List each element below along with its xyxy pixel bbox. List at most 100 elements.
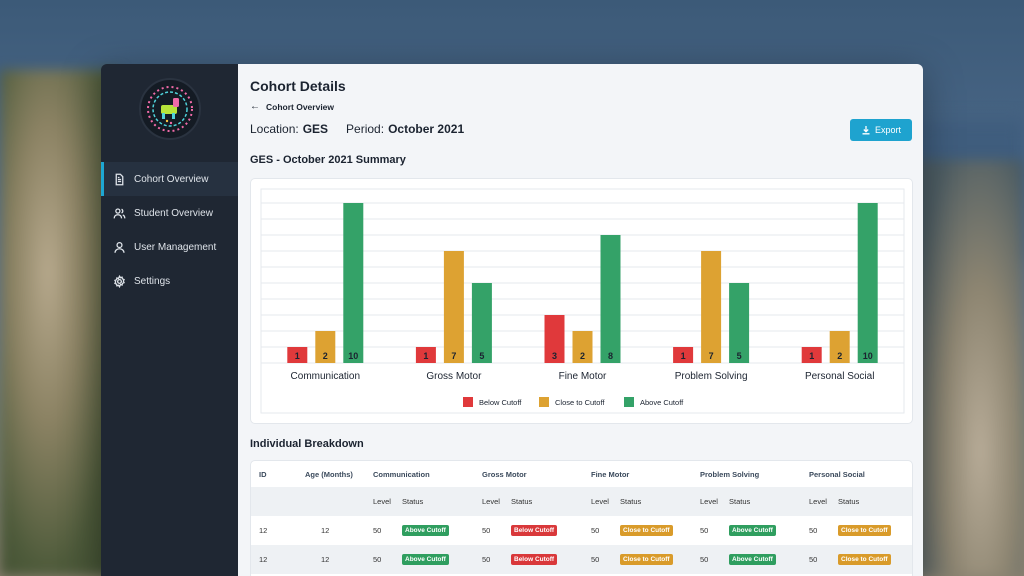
app-window: Cohort Overview Student Overview User Ma… — [101, 64, 923, 576]
col-header-id: ID — [259, 469, 267, 479]
chart-data-label: 1 — [295, 351, 300, 361]
col-header-age: Age (Months) — [305, 469, 353, 479]
chart-plot-frame — [260, 188, 905, 414]
chart-bar — [544, 315, 565, 363]
sub-header-level: Level — [700, 497, 718, 506]
chart-bar — [729, 283, 750, 363]
pinata-logo-icon — [147, 86, 193, 132]
cell-level: 50 — [591, 555, 600, 564]
summary-chart-card: 1 2 10 Communication 1 7 5 Gross Motor 3 2 8 Fine M… — [250, 178, 913, 424]
document-icon — [115, 173, 124, 185]
chart-data-label: 1 — [809, 351, 814, 361]
sidebar-item-label: User Management — [134, 241, 217, 253]
status-badge: Above Cutoff — [729, 554, 776, 565]
chart-bar — [287, 347, 308, 363]
cell-level: 50 — [482, 526, 491, 535]
cell-id: 12 — [259, 526, 268, 535]
sub-header-level: Level — [482, 497, 500, 506]
chart-data-label: 1 — [681, 351, 686, 361]
chart-bar — [572, 331, 593, 363]
cell-id: 12 — [259, 555, 268, 564]
app-logo — [139, 78, 201, 140]
cell-level: 50 — [373, 555, 382, 564]
sub-header-status: Status — [729, 497, 751, 506]
chart-bar — [673, 347, 694, 363]
status-badge: Below Cutoff — [511, 554, 558, 565]
chart-legend-label: Below Cutoff — [479, 398, 522, 407]
chart-data-label: 10 — [348, 351, 358, 361]
chart-data-label: 2 — [837, 351, 842, 361]
chart-bar — [315, 331, 336, 363]
sidebar-item-student-overview[interactable]: Student Overview — [101, 196, 238, 230]
status-badge: Close to Cutoff — [838, 554, 891, 565]
cell-age: 12 — [321, 526, 330, 535]
chart-bar — [829, 331, 850, 363]
status-badge: Above Cutoff — [402, 525, 449, 536]
chart-legend-label: Close to Cutoff — [555, 398, 605, 407]
col-header-personal-social: Personal Social — [809, 469, 865, 479]
arrow-left-icon: ← — [250, 101, 260, 112]
breadcrumb-back-link[interactable]: ← Cohort Overview — [250, 101, 334, 112]
chart-bar — [471, 283, 492, 363]
chart-data-label: 1 — [423, 351, 428, 361]
chart-data-label: 8 — [608, 351, 613, 361]
sub-header-status: Status — [620, 497, 642, 506]
table-row[interactable]: 12 12 50 Above Cutoff 50 Below Cutoff 50… — [251, 516, 912, 545]
chart-bar — [343, 203, 364, 363]
sub-header-level: Level — [373, 497, 391, 506]
chart-data-label: 7 — [709, 351, 714, 361]
table-row[interactable]: 12 12 50 Above Cutoff 50 Below Cutoff 50… — [251, 545, 912, 574]
main-content: Cohort Details ← Cohort Overview Locatio… — [238, 64, 923, 576]
chart-legend-label: Above Cutoff — [640, 398, 684, 407]
export-button[interactable]: Export — [850, 119, 912, 141]
col-header-communication: Communication — [373, 469, 430, 479]
status-badge: Close to Cutoff — [620, 554, 673, 565]
sub-header-status: Status — [838, 497, 860, 506]
cell-level: 50 — [700, 526, 709, 535]
summary-title: GES - October 2021 Summary — [250, 154, 406, 166]
sidebar-item-cohort-overview[interactable]: Cohort Overview — [101, 162, 238, 196]
sidebar-item-settings[interactable]: Settings — [101, 264, 238, 298]
chart-data-label: 2 — [580, 351, 585, 361]
chart-data-label: 10 — [863, 351, 873, 361]
status-badge: Close to Cutoff — [838, 525, 891, 536]
sidebar: Cohort Overview Student Overview User Ma… — [101, 64, 238, 576]
period-value: October 2021 — [388, 122, 465, 136]
export-label: Export — [874, 125, 901, 135]
status-badge: Above Cutoff — [729, 525, 776, 536]
period-label: Period: — [346, 122, 385, 136]
chart-category-label: Problem Solving — [675, 371, 748, 382]
chart-bar — [415, 347, 436, 363]
chart-bar — [600, 235, 621, 363]
table-header-row: ID Age (Months) Communication Gross Moto… — [251, 461, 912, 487]
status-badge: Close to Cutoff — [620, 525, 673, 536]
chart-data-label: 5 — [479, 351, 484, 361]
table-subheader-row: Level Status Level Status Level Status L… — [251, 487, 912, 516]
cell-level: 50 — [482, 555, 491, 564]
cell-level: 50 — [373, 526, 382, 535]
sidebar-item-label: Cohort Overview — [134, 173, 209, 185]
chart-data-label: 5 — [737, 351, 742, 361]
breakdown-table: ID Age (Months) Communication Gross Moto… — [250, 460, 913, 576]
chart-bar — [857, 203, 878, 363]
sub-header-status: Status — [511, 497, 533, 506]
cell-age: 12 — [321, 555, 330, 564]
col-header-gross-motor: Gross Motor — [482, 469, 527, 479]
chart-data-label: 7 — [451, 351, 456, 361]
background-rocks-right — [914, 160, 1024, 576]
user-icon — [114, 241, 125, 253]
breakdown-title: Individual Breakdown — [250, 438, 364, 450]
status-badge: Below Cutoff — [511, 525, 558, 536]
sub-header-level: Level — [809, 497, 827, 506]
location-label: Location: — [250, 122, 299, 136]
chart-category-label: Communication — [291, 371, 360, 382]
download-icon — [862, 126, 870, 135]
sidebar-nav: Cohort Overview Student Overview User Ma… — [101, 162, 238, 298]
sub-header-level: Level — [591, 497, 609, 506]
sidebar-item-user-management[interactable]: User Management — [101, 230, 238, 264]
cohort-meta: Location: GES Period: October 2021 — [250, 122, 464, 136]
chart-legend-swatch — [624, 397, 634, 407]
chart-category-label: Personal Social — [805, 371, 874, 382]
cell-level: 50 — [809, 555, 818, 564]
